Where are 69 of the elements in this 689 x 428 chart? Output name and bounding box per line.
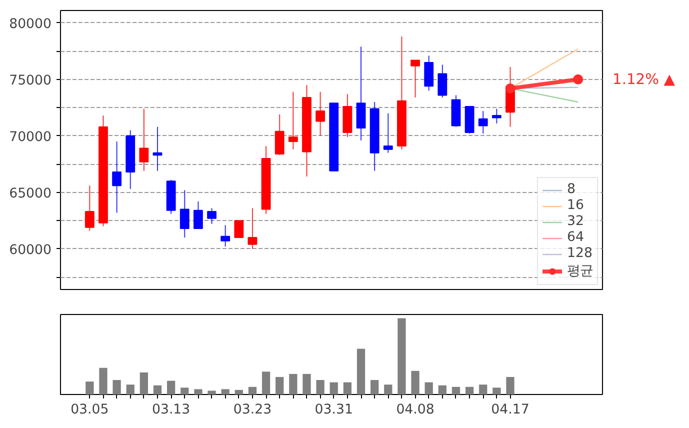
candlestick bbox=[478, 110, 488, 134]
candlestick bbox=[424, 55, 434, 92]
bar bbox=[180, 388, 189, 394]
candlestick bbox=[84, 185, 94, 232]
bar bbox=[140, 372, 148, 394]
candlestick bbox=[194, 200, 203, 230]
bar bbox=[452, 386, 460, 394]
candlestick bbox=[248, 208, 258, 250]
bar bbox=[194, 389, 202, 394]
bar bbox=[99, 368, 108, 394]
bar bbox=[411, 370, 420, 394]
candlestick bbox=[234, 220, 244, 238]
x-tick-label: 03.23 bbox=[233, 402, 272, 418]
bar bbox=[398, 318, 406, 394]
x-tick-label: 03.31 bbox=[314, 402, 353, 418]
bar bbox=[506, 376, 514, 394]
y-tick-label: 60000 bbox=[9, 242, 52, 258]
legend-label: 64 bbox=[567, 230, 585, 245]
bar bbox=[153, 385, 162, 394]
candlestick bbox=[438, 64, 448, 98]
candlestick bbox=[492, 108, 502, 124]
bar bbox=[316, 380, 324, 394]
bar bbox=[262, 372, 270, 394]
bar bbox=[248, 386, 257, 394]
y-tick-label: 65000 bbox=[9, 186, 52, 202]
bar bbox=[276, 376, 284, 394]
bar bbox=[479, 384, 488, 394]
candlestick bbox=[180, 190, 190, 238]
candlestick bbox=[112, 141, 122, 214]
legend-label: 8 bbox=[567, 182, 576, 197]
bar bbox=[343, 382, 352, 394]
bar bbox=[465, 386, 474, 394]
candlestick bbox=[139, 108, 149, 172]
candlestick bbox=[383, 112, 393, 154]
bar bbox=[167, 380, 176, 394]
candlestick bbox=[316, 91, 326, 136]
candlestick bbox=[410, 60, 420, 98]
bar bbox=[234, 390, 243, 394]
x-tick-label: 03.13 bbox=[152, 402, 190, 418]
bar bbox=[302, 374, 311, 394]
candlestick bbox=[152, 126, 162, 172]
bar bbox=[492, 388, 501, 394]
bar bbox=[221, 389, 230, 394]
candlestick bbox=[274, 114, 284, 156]
legend-label: 평균 bbox=[567, 263, 593, 280]
x-tick-label: 03.05 bbox=[70, 402, 109, 418]
bar bbox=[112, 380, 121, 394]
bar bbox=[424, 382, 433, 394]
legend-label: 32 bbox=[567, 214, 585, 229]
x-tick-label: 04.17 bbox=[491, 402, 530, 418]
legend-label: 16 bbox=[567, 198, 585, 213]
bar bbox=[384, 384, 392, 394]
candlestick bbox=[207, 208, 216, 224]
y-tick-label: 70000 bbox=[9, 130, 52, 145]
bar bbox=[86, 382, 94, 394]
bar bbox=[289, 374, 298, 394]
text: 1.12% ▲ bbox=[612, 70, 676, 88]
y-tick-label: 75000 bbox=[9, 73, 52, 88]
candlestick bbox=[220, 224, 230, 248]
candlestick bbox=[288, 91, 298, 150]
x-tick-label: 04.08 bbox=[396, 402, 434, 418]
bar bbox=[438, 385, 446, 394]
bar bbox=[370, 380, 379, 394]
bar bbox=[208, 390, 216, 394]
bar bbox=[330, 382, 338, 394]
bar bbox=[356, 348, 366, 394]
bar bbox=[126, 384, 134, 394]
legend-label: 128 bbox=[567, 246, 592, 261]
y-tick-label: 80000 bbox=[9, 16, 52, 32]
